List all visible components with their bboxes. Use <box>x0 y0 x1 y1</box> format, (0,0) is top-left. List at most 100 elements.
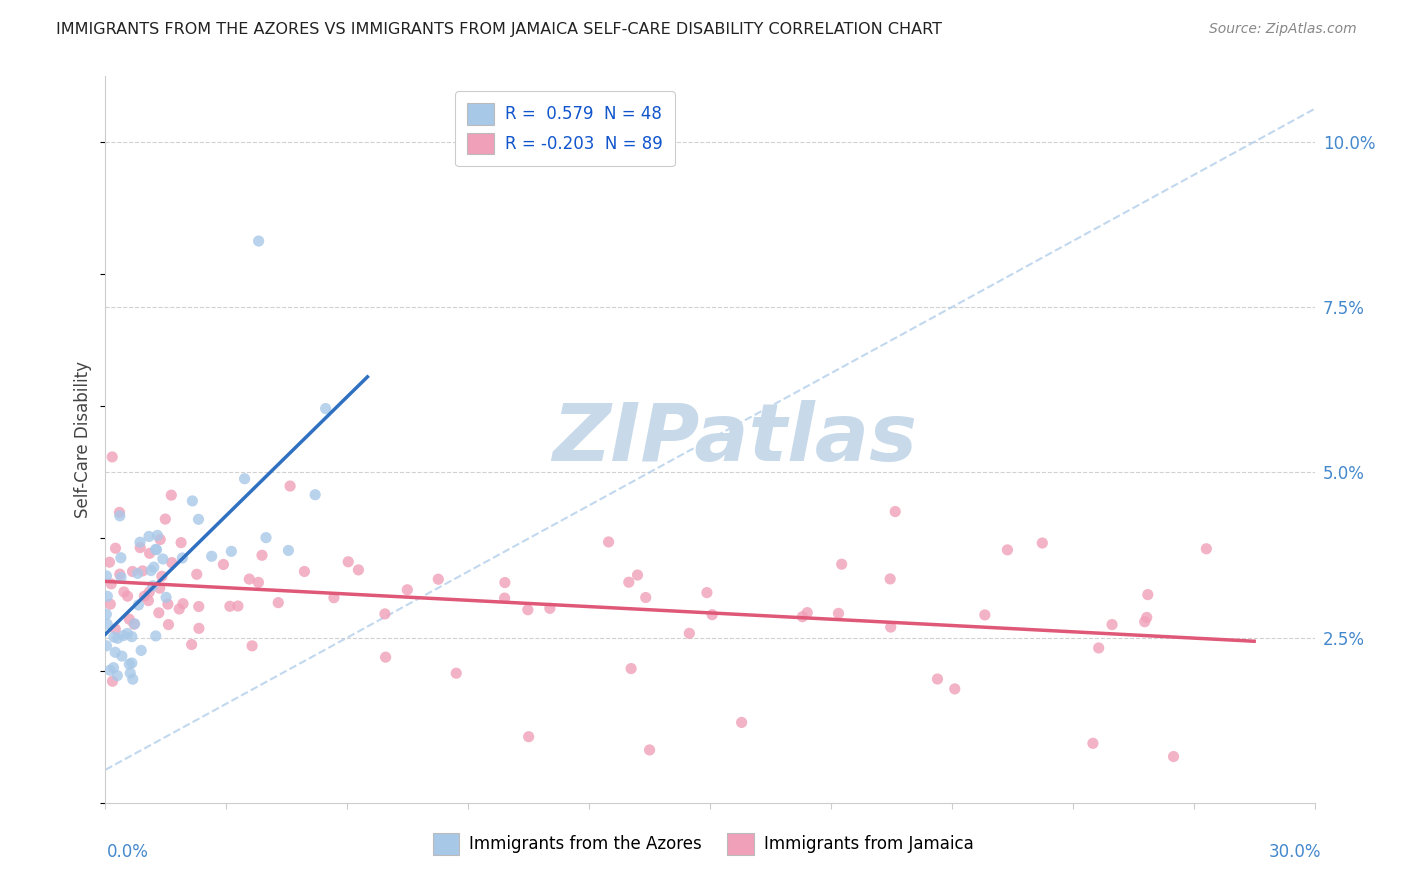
Point <box>112 629 135 643</box>
Point <box>131 564 153 578</box>
Point <box>107 632 129 646</box>
Point <box>1101 617 1123 632</box>
Point <box>617 575 640 590</box>
Point <box>118 612 141 626</box>
Point <box>127 566 149 581</box>
Point <box>127 598 149 612</box>
Point <box>1133 615 1156 629</box>
Point <box>240 639 263 653</box>
Point <box>1136 588 1159 602</box>
Text: ZIPatlas: ZIPatlas <box>551 401 917 478</box>
Point <box>103 661 125 675</box>
Point <box>1087 640 1109 655</box>
Point <box>827 607 849 621</box>
Point <box>104 541 127 556</box>
Point <box>139 564 162 578</box>
Point <box>96 590 118 604</box>
Point <box>96 569 118 583</box>
Point <box>374 650 396 665</box>
Text: Source: ZipAtlas.com: Source: ZipAtlas.com <box>1209 22 1357 37</box>
Point <box>634 591 657 605</box>
Point <box>212 558 235 572</box>
Point <box>167 602 190 616</box>
Point <box>427 572 450 586</box>
Point <box>104 645 127 659</box>
Point <box>103 630 125 644</box>
Point <box>129 541 152 555</box>
Point <box>277 543 299 558</box>
Point <box>117 589 139 603</box>
Point <box>181 494 204 508</box>
Point <box>96 639 118 653</box>
Point <box>101 674 124 689</box>
Point <box>1195 541 1218 556</box>
Point <box>730 715 752 730</box>
Point <box>148 606 170 620</box>
Point <box>172 597 194 611</box>
Point <box>831 558 853 572</box>
Point <box>973 607 995 622</box>
Point <box>105 668 128 682</box>
Legend: R =  0.579  N = 48, R = -0.203  N = 89: R = 0.579 N = 48, R = -0.203 N = 89 <box>456 91 675 166</box>
Point <box>138 585 160 599</box>
Point <box>138 546 160 560</box>
Point <box>247 575 270 590</box>
Point <box>880 620 903 634</box>
Point <box>100 577 122 591</box>
Point <box>157 617 180 632</box>
Point <box>444 666 467 681</box>
Point <box>517 730 540 744</box>
Point <box>796 606 818 620</box>
Point <box>146 528 169 542</box>
Point <box>702 607 724 622</box>
Point <box>124 616 146 631</box>
Point <box>884 505 907 519</box>
Point <box>110 570 132 584</box>
Point <box>121 630 143 644</box>
Point <box>374 607 396 621</box>
Point <box>112 585 135 599</box>
Point <box>267 596 290 610</box>
Point <box>104 622 127 636</box>
Point <box>927 672 949 686</box>
Point <box>219 599 242 614</box>
Point <box>138 529 160 543</box>
Point <box>638 743 661 757</box>
Point <box>98 555 121 569</box>
Point <box>1031 536 1053 550</box>
Text: 0.0%: 0.0% <box>107 843 149 861</box>
Point <box>516 603 538 617</box>
Point <box>145 629 167 643</box>
Point <box>238 572 260 586</box>
Point <box>149 533 172 547</box>
Point <box>304 488 326 502</box>
Point <box>278 479 301 493</box>
Point <box>96 607 118 622</box>
Point <box>145 542 167 557</box>
Point <box>152 552 174 566</box>
Point <box>943 681 966 696</box>
Point <box>108 505 131 519</box>
Point <box>620 662 643 676</box>
Point <box>1136 610 1159 624</box>
Point <box>108 508 131 523</box>
Point <box>110 550 132 565</box>
Point <box>226 599 249 613</box>
Point <box>250 549 273 563</box>
Point <box>626 568 648 582</box>
Point <box>134 589 156 603</box>
Point <box>221 544 243 558</box>
Point <box>997 542 1019 557</box>
Point <box>792 609 814 624</box>
Point <box>129 535 152 549</box>
Point <box>156 597 179 611</box>
Point <box>117 626 139 640</box>
Point <box>120 666 142 681</box>
Point <box>150 569 173 583</box>
Point <box>322 591 344 605</box>
Point <box>1163 749 1185 764</box>
Point <box>315 401 337 416</box>
Point <box>538 601 561 615</box>
Point <box>678 626 700 640</box>
Point <box>121 672 143 686</box>
